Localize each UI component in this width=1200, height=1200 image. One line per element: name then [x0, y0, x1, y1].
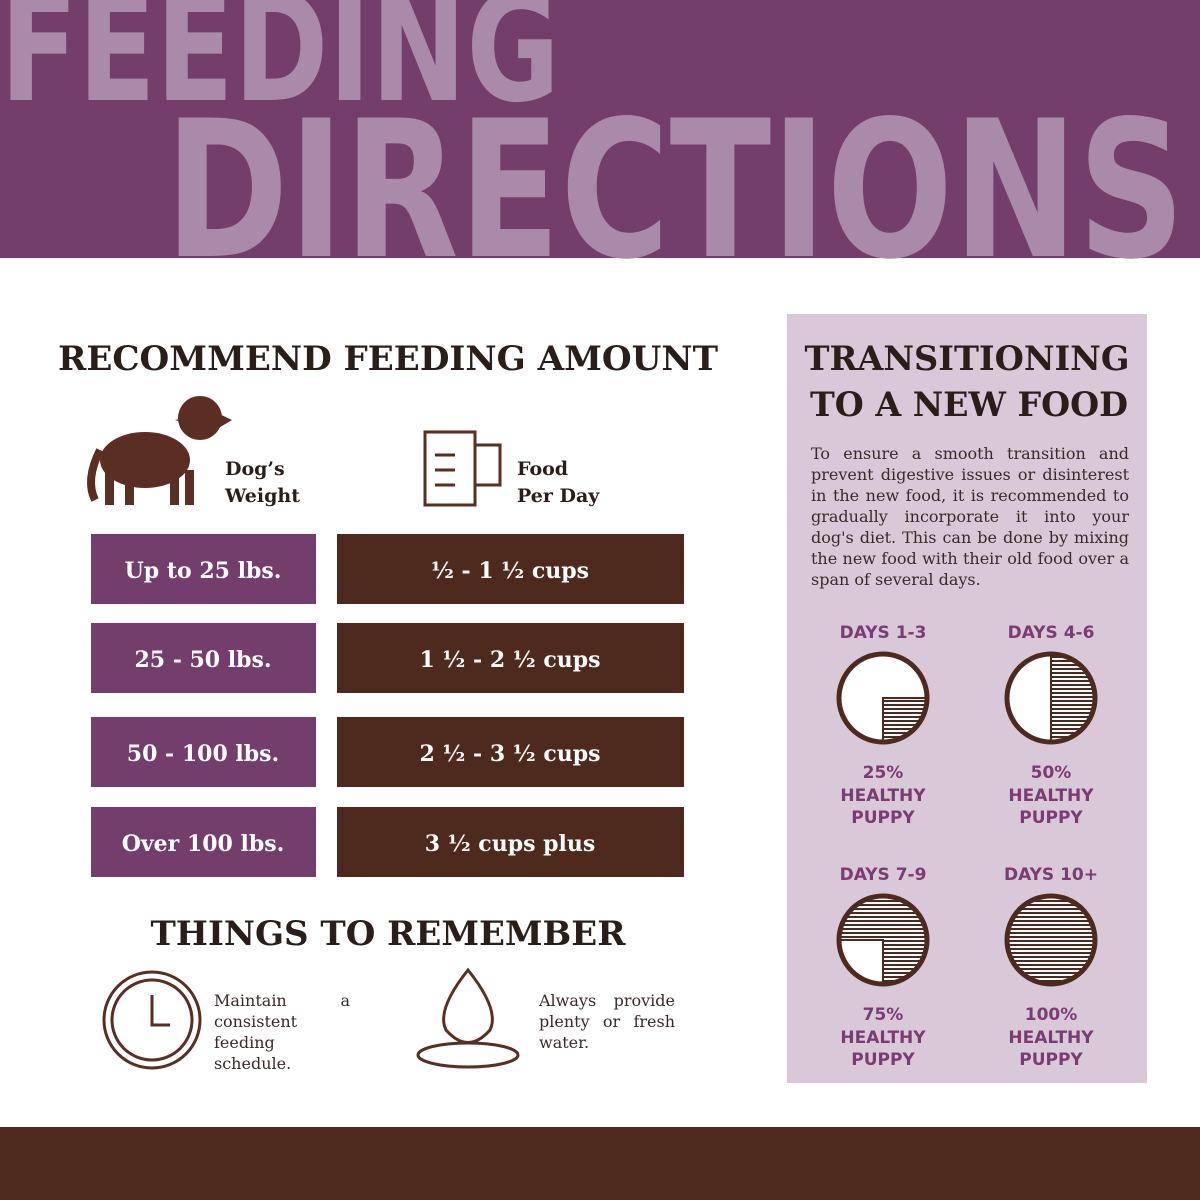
pie-ring: [836, 651, 930, 745]
header-band: [0, 0, 1200, 258]
dog-icon: [87, 396, 232, 505]
food-label: Per Day: [517, 485, 600, 507]
tip-text: Maintain a consistent feeding schedule.: [214, 991, 350, 1073]
weight-text: 25 - 50 lbs.: [134, 647, 271, 673]
stage-caption: PUPPY: [851, 1050, 915, 1070]
weight-cell: [91, 623, 316, 693]
weight-cell: [91, 717, 316, 787]
stage-percent: 50%: [1031, 763, 1072, 783]
weight-cell: [91, 807, 316, 877]
footer-band: [0, 1127, 1200, 1200]
amount-cell: [337, 807, 684, 877]
amount-text: ½ - 1 ½ cups: [431, 558, 589, 584]
amount-cell: [337, 623, 684, 693]
tip-text: Always provide plenty or fresh water.: [539, 991, 675, 1052]
header-line2: DIRECTIONS: [165, 80, 1185, 301]
weight-cell: [91, 534, 316, 604]
stage-percent: 75%: [863, 1005, 904, 1025]
weight-label: Weight: [224, 485, 300, 507]
weight-text: Up to 25 lbs.: [125, 558, 282, 584]
pie-ring: [836, 893, 930, 987]
stage-days: DAYS 1-3: [840, 623, 927, 643]
weight-text: Over 100 lbs.: [122, 831, 285, 857]
stage-percent: 100%: [1025, 1005, 1078, 1025]
stage-days: DAYS 10+: [1004, 865, 1098, 885]
stage-days: DAYS 4-6: [1008, 623, 1095, 643]
amount-cell: [337, 534, 684, 604]
pie-ring: [1004, 651, 1098, 745]
transition-title: TRANSITIONING: [805, 339, 1130, 379]
cup-icon: [423, 430, 502, 507]
stage-caption: HEALTHY: [840, 1028, 926, 1048]
transition-text: To ensure a smooth transition and preven…: [811, 444, 1129, 589]
amount-text: 1 ½ - 2 ½ cups: [419, 647, 600, 673]
transition-title: TO A NEW FOOD: [810, 385, 1128, 425]
section-title: RECOMMEND FEEDING AMOUNT: [58, 339, 718, 379]
stage-days: DAYS 7-9: [840, 865, 927, 885]
pie-fill: [1007, 896, 1095, 984]
stage-caption: PUPPY: [851, 808, 915, 828]
stage-caption: HEALTHY: [1008, 1028, 1094, 1048]
stage-caption: HEALTHY: [840, 786, 926, 806]
section-title: THINGS TO REMEMBER: [151, 914, 627, 954]
food-label: Food: [517, 458, 568, 480]
weight-text: 50 - 100 lbs.: [127, 741, 279, 767]
drop-icon: [416, 967, 520, 1069]
stage-caption: PUPPY: [1019, 1050, 1083, 1070]
amount-text: 3 ½ cups plus: [425, 831, 596, 857]
pie-ring: [1004, 893, 1098, 987]
weight-label: Dog’s: [225, 458, 285, 480]
clock-icon: [102, 970, 202, 1070]
stage-caption: PUPPY: [1019, 808, 1083, 828]
stage-percent: 25%: [863, 763, 904, 783]
header-line1: FEEDING: [0, 0, 560, 136]
amount-text: 2 ½ - 3 ½ cups: [419, 741, 600, 767]
amount-cell: [337, 717, 684, 787]
stage-caption: HEALTHY: [1008, 786, 1094, 806]
